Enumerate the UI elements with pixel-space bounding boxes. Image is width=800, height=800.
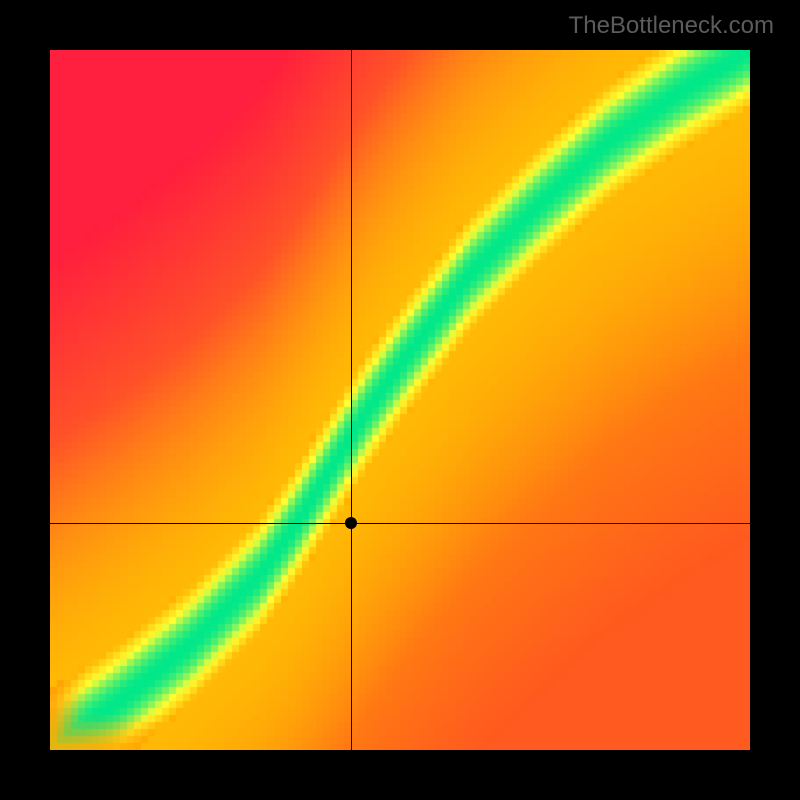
crosshair-marker <box>345 517 357 529</box>
watermark: TheBottleneck.com <box>569 12 774 40</box>
crosshair-vertical <box>351 50 352 750</box>
heatmap-canvas <box>50 50 750 750</box>
heatmap-plot <box>50 50 750 750</box>
crosshair-horizontal <box>50 523 750 524</box>
